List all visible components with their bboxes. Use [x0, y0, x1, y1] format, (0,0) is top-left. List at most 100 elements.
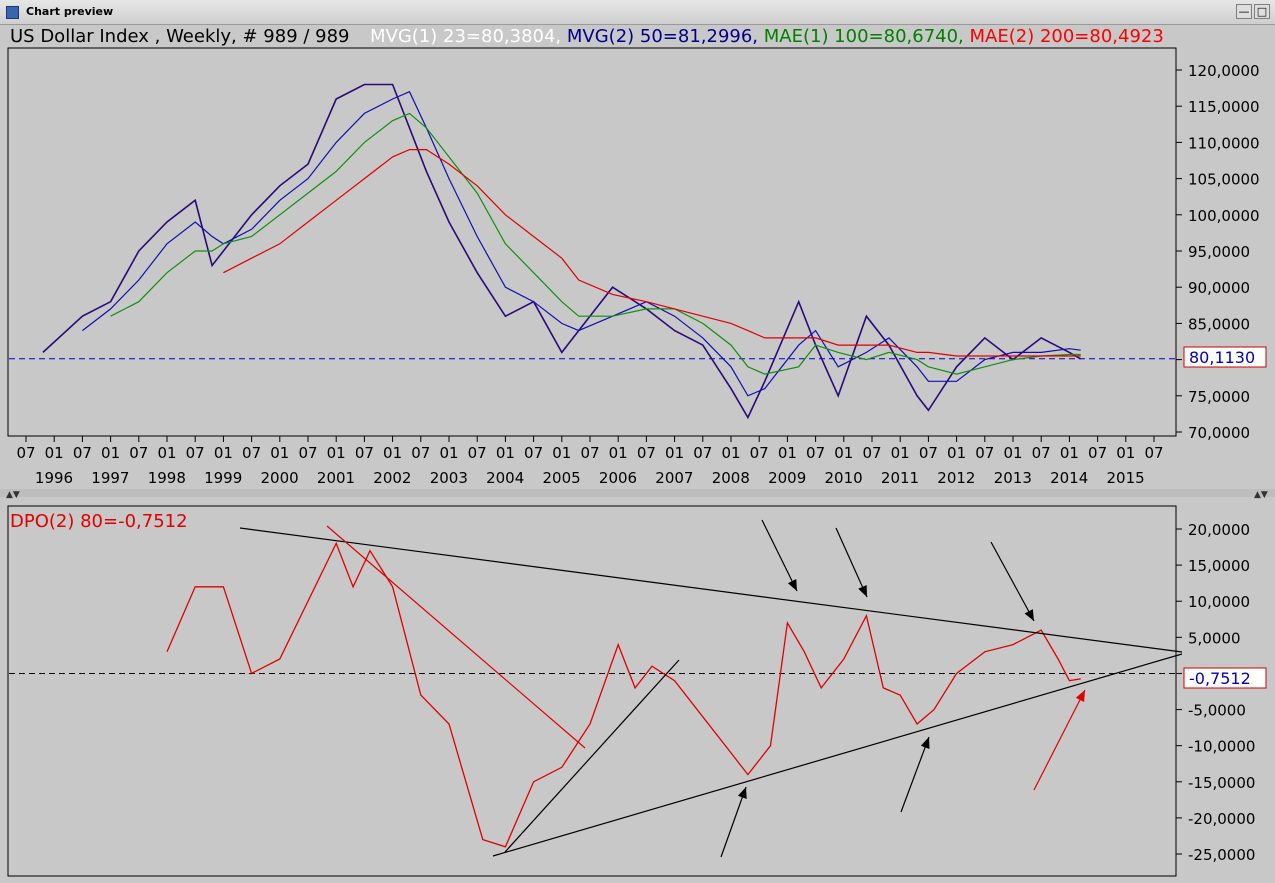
support-trendline [492, 653, 1183, 857]
price-x-tick-label: 01 [891, 444, 910, 462]
dpo-y-tick-label: -25,0000 [1188, 846, 1255, 864]
price-x-tick-label: 01 [1003, 444, 1022, 462]
price-x-tick-label: 01 [834, 444, 853, 462]
price-x-tick-label: 01 [552, 444, 571, 462]
price-y-tick-label: 100,0000 [1188, 207, 1260, 225]
dpo-y-tick-label: 20,0000 [1188, 521, 1250, 539]
price-x-tick-label: 01 [101, 444, 120, 462]
price-legend: MVG(1) 23=80,3804, MVG(2) 50=81,2996, MA… [370, 26, 1164, 47]
price-x-tick-label: 01 [270, 444, 289, 462]
price-x-year-label: 2001 [317, 469, 355, 487]
oscillator-panel [7, 505, 1177, 877]
price-x-year-label: 2012 [937, 469, 975, 487]
price-y-tick-label: 90,0000 [1188, 279, 1250, 297]
indicator-title: DPO(2) 80=-0,7512 [10, 511, 188, 532]
arrow-current-head [1075, 690, 1085, 702]
dpo-line [166, 541, 1081, 848]
price-x-year-label: 1996 [35, 469, 73, 487]
maximize-icon: □ [1256, 5, 1268, 18]
price-x-tick-label: 07 [16, 444, 35, 462]
legend-entry: MAE(2) 200=80,4923 [970, 26, 1164, 47]
price-x-tick-label: 07 [242, 444, 261, 462]
price-x-tick-label: 01 [327, 444, 346, 462]
price-last-value: 80,1130 [1189, 348, 1255, 367]
price-x-tick-label: 07 [186, 444, 205, 462]
price-x-tick-label: 07 [524, 444, 543, 462]
legend-entry: MVG(1) 23=80,3804, [370, 26, 567, 47]
price-x-year-label: 2014 [1050, 469, 1088, 487]
minimize-button[interactable]: — [1236, 4, 1252, 19]
mae100-line [110, 112, 1081, 375]
price-x-tick-label: 07 [580, 444, 599, 462]
dpo-y-tick-label: 10,0000 [1188, 593, 1250, 611]
price-x-tick-label: 01 [721, 444, 740, 462]
minimize-icon: — [1238, 5, 1250, 18]
panel-divider[interactable] [0, 489, 1275, 497]
price-x-tick-label: 07 [919, 444, 938, 462]
title-bar[interactable]: Chart preview — □ [0, 0, 1275, 25]
price-x-year-label: 1999 [204, 469, 242, 487]
divider-collapse-icon[interactable]: ▲▼ [6, 490, 20, 500]
price-x-tick-label: 07 [975, 444, 994, 462]
price-y-tick-label: 115,0000 [1188, 98, 1260, 116]
price-x-tick-label: 01 [1060, 444, 1079, 462]
price-x-year-label: 2008 [712, 469, 750, 487]
resistance-trendline [239, 527, 1183, 653]
price-x-tick-label: 07 [355, 444, 374, 462]
arrow-2009-peak [761, 519, 798, 592]
price-x-tick-label: 07 [73, 444, 92, 462]
price-x-tick-label: 07 [806, 444, 825, 462]
price-x-tick-label: 07 [1088, 444, 1107, 462]
price-x-tick-label: 07 [468, 444, 487, 462]
price-x-tick-label: 01 [439, 444, 458, 462]
arrow-current [1033, 689, 1086, 791]
price-x-tick-label: 01 [778, 444, 797, 462]
arrow-2011-trough-head [920, 737, 930, 749]
dpo-y-tick-label: -15,0000 [1188, 774, 1255, 792]
price-x-year-label: 2015 [1107, 469, 1145, 487]
price-x-year-label: 1997 [91, 469, 129, 487]
price-y-tick-label: 70,0000 [1188, 424, 1250, 442]
price-x-tick-label: 01 [1116, 444, 1135, 462]
dpo-y-tick-label: -20,0000 [1188, 810, 1255, 828]
price-y-tick-label: 75,0000 [1188, 388, 1250, 406]
price-plot [9, 83, 1176, 420]
dpo-y-axis: 20,000015,000010,00005,00000,0000-5,0000… [1176, 521, 1255, 864]
price-x-year-label: 2005 [543, 469, 581, 487]
price-x-year-label: 2000 [261, 469, 299, 487]
divider-expand-icon[interactable]: ▲▼ [1254, 490, 1268, 500]
price-y-tick-label: 110,0000 [1188, 134, 1260, 152]
price-y-tick-label: 85,0000 [1188, 315, 1250, 333]
price-x-tick-label: 01 [45, 444, 64, 462]
price-last-box [1183, 346, 1267, 368]
app-icon [6, 6, 19, 19]
arrow-2013-peak [990, 541, 1035, 622]
price-x-year-label: 2002 [373, 469, 411, 487]
price-panel [7, 47, 1177, 437]
dpo-y-tick-label: 5,0000 [1188, 629, 1241, 647]
price-x-tick-label: 01 [157, 444, 176, 462]
price-x-year-label: 2010 [825, 469, 863, 487]
price-x-tick-label: 07 [750, 444, 769, 462]
price-x-tick-label: 07 [693, 444, 712, 462]
mae200-line [223, 149, 1081, 357]
price-y-tick-label: 120,0000 [1188, 62, 1260, 80]
price-x-tick-label: 01 [609, 444, 628, 462]
price-x-tick-label: 01 [214, 444, 233, 462]
arrow-2013-peak-head [1024, 609, 1034, 621]
price-x-tick-label: 01 [383, 444, 402, 462]
arrow-2008-trough-head [737, 787, 747, 799]
price-x-year-label: 2009 [768, 469, 806, 487]
price-y-tick-label: 105,0000 [1188, 171, 1260, 189]
price-x-tick-label: 07 [129, 444, 148, 462]
arrow-2010-peak [835, 527, 868, 598]
price-x-tick-label: 07 [862, 444, 881, 462]
arrow-2011-trough [900, 736, 930, 813]
maximize-button[interactable]: □ [1254, 4, 1270, 19]
legend-entry: MAE(1) 100=80,6740, [764, 26, 970, 47]
price-y-tick-label: 95,0000 [1188, 243, 1250, 261]
price-x-tick-label: 01 [947, 444, 966, 462]
price-x-tick-label: 07 [411, 444, 430, 462]
price-x-year-label: 2007 [655, 469, 693, 487]
